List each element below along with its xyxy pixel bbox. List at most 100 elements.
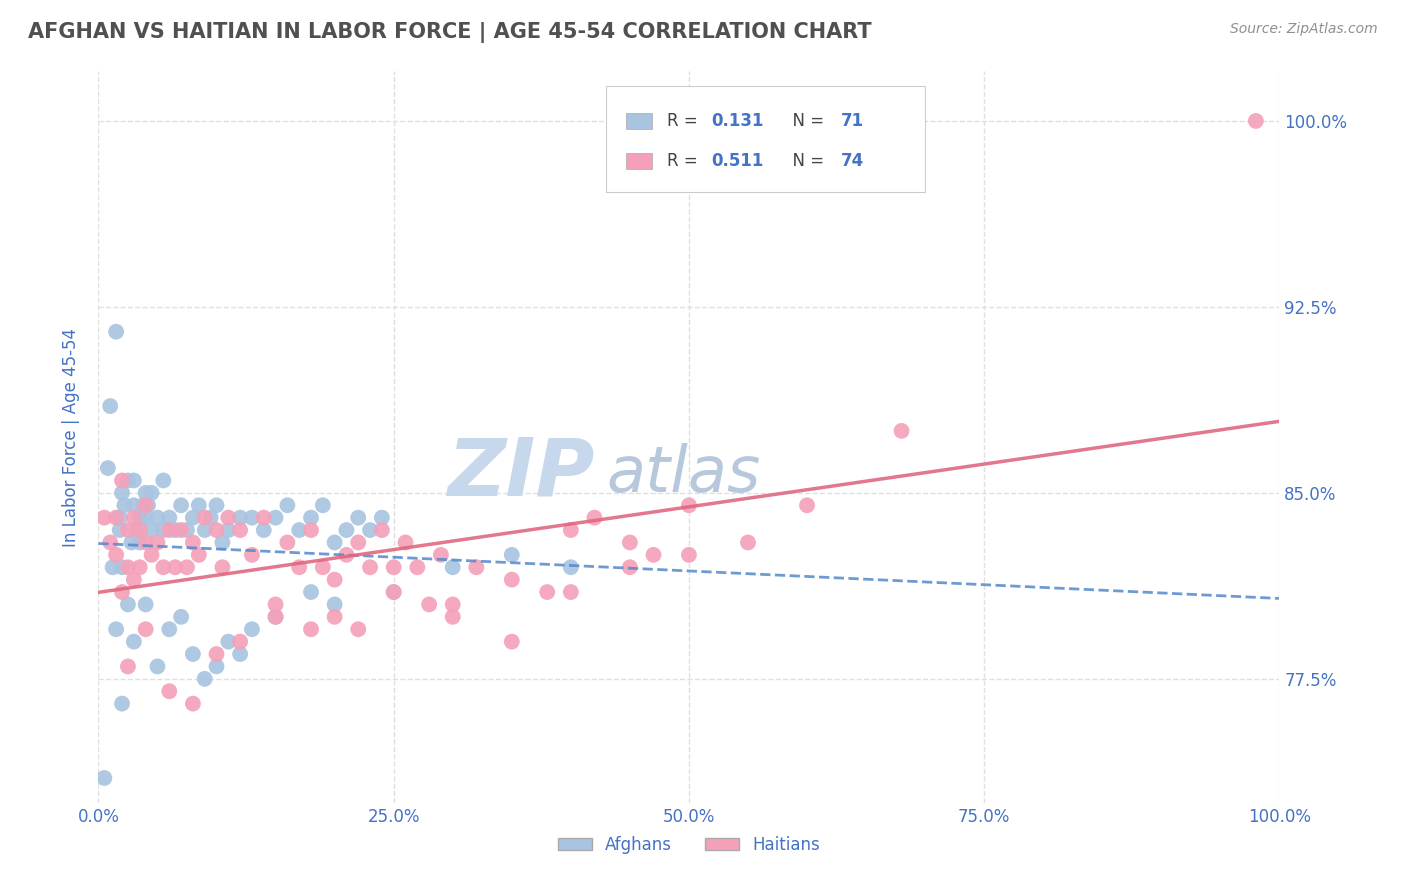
- Point: [157, 523, 180, 537]
- Point: [157, 510, 180, 524]
- Point: [501, 634, 523, 648]
- Point: [560, 560, 582, 574]
- Text: N =: N =: [782, 152, 830, 169]
- Point: [187, 548, 209, 562]
- Point: [135, 598, 157, 612]
- Point: [176, 560, 198, 574]
- Y-axis label: In Labor Force | Age 45-54: In Labor Force | Age 45-54: [62, 327, 80, 547]
- Point: [98, 535, 121, 549]
- Point: [121, 535, 143, 549]
- Text: R =: R =: [666, 152, 703, 169]
- Point: [135, 486, 157, 500]
- Point: [128, 535, 150, 549]
- Point: [135, 622, 157, 636]
- Point: [619, 535, 641, 549]
- Point: [194, 672, 217, 686]
- Point: [382, 585, 405, 599]
- Point: [105, 548, 128, 562]
- Point: [165, 560, 187, 574]
- Point: [418, 598, 440, 612]
- Point: [1244, 114, 1267, 128]
- Text: N =: N =: [782, 112, 830, 130]
- Text: AFGHAN VS HAITIAN IN LABOR FORCE | AGE 45-54 CORRELATION CHART: AFGHAN VS HAITIAN IN LABOR FORCE | AGE 4…: [28, 22, 872, 44]
- Point: [97, 461, 120, 475]
- Point: [323, 573, 346, 587]
- Point: [240, 548, 263, 562]
- Point: [141, 548, 163, 562]
- Point: [312, 560, 335, 574]
- Point: [117, 523, 139, 537]
- Point: [93, 771, 115, 785]
- Text: ZIP: ZIP: [447, 434, 595, 513]
- Point: [441, 560, 464, 574]
- Point: [335, 523, 357, 537]
- Point: [205, 647, 228, 661]
- Point: [117, 659, 139, 673]
- Point: [108, 510, 131, 524]
- Point: [200, 510, 222, 524]
- Point: [371, 523, 394, 537]
- Point: [229, 523, 252, 537]
- Point: [135, 510, 157, 524]
- Point: [323, 610, 346, 624]
- Point: [181, 697, 204, 711]
- Point: [98, 399, 121, 413]
- Point: [276, 498, 298, 512]
- Point: [135, 535, 157, 549]
- Text: 71: 71: [841, 112, 865, 130]
- Point: [135, 498, 157, 512]
- Point: [678, 548, 700, 562]
- Point: [323, 535, 346, 549]
- Point: [465, 560, 488, 574]
- Point: [146, 535, 169, 549]
- Point: [101, 560, 124, 574]
- Point: [194, 523, 217, 537]
- Point: [217, 634, 239, 648]
- Point: [253, 523, 276, 537]
- Point: [165, 523, 187, 537]
- Point: [128, 510, 150, 524]
- Point: [111, 474, 134, 488]
- Bar: [626, 113, 652, 129]
- Point: [264, 610, 287, 624]
- Point: [323, 598, 346, 612]
- Point: [217, 510, 239, 524]
- Point: [560, 585, 582, 599]
- Point: [176, 523, 198, 537]
- Point: [441, 610, 464, 624]
- Point: [122, 510, 145, 524]
- Bar: [626, 153, 652, 169]
- Point: [105, 622, 128, 636]
- Text: atlas: atlas: [606, 442, 761, 505]
- Point: [347, 510, 370, 524]
- Point: [111, 486, 134, 500]
- Point: [152, 560, 174, 574]
- Point: [678, 498, 700, 512]
- Point: [128, 560, 150, 574]
- Point: [211, 560, 233, 574]
- Point: [299, 585, 322, 599]
- Point: [288, 523, 311, 537]
- Point: [501, 573, 523, 587]
- Point: [111, 585, 134, 599]
- Point: [128, 523, 150, 537]
- Point: [194, 510, 217, 524]
- Point: [122, 634, 145, 648]
- Point: [181, 647, 204, 661]
- Point: [394, 535, 416, 549]
- Point: [157, 622, 180, 636]
- Point: [111, 697, 134, 711]
- Point: [122, 498, 145, 512]
- Point: [299, 523, 322, 537]
- Point: [181, 535, 204, 549]
- Point: [146, 659, 169, 673]
- Point: [108, 523, 131, 537]
- Point: [217, 523, 239, 537]
- Point: [240, 510, 263, 524]
- Point: [371, 510, 394, 524]
- Point: [501, 548, 523, 562]
- Point: [141, 486, 163, 500]
- Point: [152, 474, 174, 488]
- Point: [117, 474, 139, 488]
- Point: [170, 523, 193, 537]
